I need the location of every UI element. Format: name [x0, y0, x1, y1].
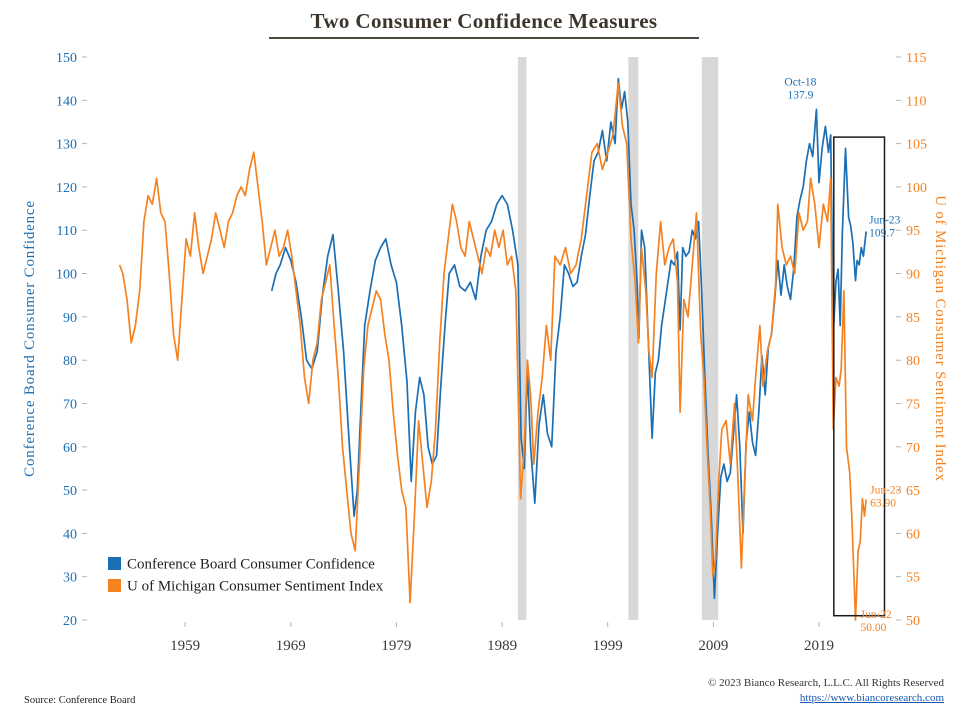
legend-swatch — [108, 579, 121, 592]
annotation-label: 109.7 — [869, 228, 895, 240]
right-axis-tick-label: 70 — [906, 441, 920, 456]
bianco-research-link[interactable]: https://www.biancoresearch.com — [799, 692, 944, 705]
left-axis-tick-label: 150 — [56, 51, 77, 66]
right-axis-tick-label: 105 — [906, 138, 927, 153]
annotation-label: 63.90 — [870, 498, 896, 510]
left-axis-tick-label: 120 — [56, 181, 77, 196]
left-axis-tick-label: 70 — [63, 398, 77, 413]
right-axis-tick-label: 90 — [906, 268, 920, 283]
left-axis-title: Conference Board Consumer Confidence — [22, 200, 38, 477]
x-axis-tick-label: 1969 — [276, 638, 306, 654]
left-axis-tick-label: 130 — [56, 138, 77, 153]
legend-swatch — [108, 557, 121, 570]
footer-right: © 2023 Bianco Research, L.L.C. All Right… — [708, 676, 944, 706]
cb-confidence-line — [270, 77, 867, 600]
x-axis-tick-label: 1959 — [170, 638, 200, 654]
x-axis-tick-label: 1989 — [487, 638, 517, 654]
annotation-label: 50.00 — [861, 622, 887, 634]
x-axis-tick-label: 1979 — [381, 638, 411, 654]
x-axis-tick-label: 2019 — [804, 638, 834, 654]
copyright-note: © 2023 Bianco Research, L.L.C. All Right… — [708, 677, 944, 690]
right-axis-tick-label: 110 — [906, 94, 926, 109]
left-axis-tick-label: 50 — [63, 484, 77, 499]
page: Two Consumer Confidence Measures Oct-18 1… — [0, 9, 968, 706]
consumer-confidence-chart: Oct-18137.9Jun-23109.7Jun-2363.90Jun-225… — [22, 51, 948, 654]
title-underline — [269, 37, 699, 39]
footer: Source: Conference Board © 2023 Bianco R… — [0, 676, 968, 706]
left-axis-tick-label: 90 — [63, 311, 77, 326]
left-axis-tick-label: 80 — [63, 354, 77, 369]
x-axis-tick-label: 1999 — [593, 638, 623, 654]
chart-title: Two Consumer Confidence Measures — [310, 9, 658, 33]
source-note: Source: Conference Board — [24, 695, 136, 706]
right-axis-tick-label: 55 — [906, 571, 920, 586]
left-axis-tick-label: 20 — [63, 614, 77, 629]
annotation-label: Jun-23 — [869, 215, 901, 227]
right-axis-tick-label: 50 — [906, 614, 920, 629]
right-axis-tick-label: 80 — [906, 354, 920, 369]
annotation-label: 137.9 — [787, 89, 813, 101]
chart-area: Oct-18 137.9 Jun-23 109.7 Jun-23 63.90 Jun-22 5… — [0, 45, 968, 670]
annotation-label: Oct-18 — [784, 76, 816, 88]
right-axis-tick-label: 100 — [906, 181, 927, 196]
recession-band — [517, 57, 527, 620]
right-axis-tick-label: 75 — [906, 398, 920, 413]
right-axis-tick-label: 60 — [906, 527, 920, 542]
left-axis-tick-label: 140 — [56, 94, 77, 109]
left-axis-tick-label: 60 — [63, 441, 77, 456]
right-axis-tick-label: 115 — [906, 51, 926, 66]
left-axis-tick-label: 40 — [63, 527, 77, 542]
x-axis-tick-label: 2009 — [698, 638, 728, 654]
right-axis-tick-label: 95 — [906, 224, 920, 239]
recession-band — [701, 57, 719, 620]
left-axis-tick-label: 110 — [57, 224, 77, 239]
left-axis-tick-label: 30 — [63, 571, 77, 586]
legend-label: U of Michigan Consumer Sentiment Index — [127, 579, 384, 595]
right-axis-tick-label: 85 — [906, 311, 920, 326]
um-sentiment-line — [118, 82, 867, 621]
legend-label: Conference Board Consumer Confidence — [127, 557, 375, 573]
right-axis-title: U of Michigan Consumer Sentiment Index — [932, 195, 948, 482]
annotation-label: Jun-23 — [870, 485, 902, 497]
annotation-label: Jun-22 — [861, 609, 893, 621]
left-axis-tick-label: 100 — [56, 268, 77, 283]
recession-band — [628, 57, 639, 620]
recent-period-highlight-box — [833, 136, 886, 617]
right-axis-tick-label: 65 — [906, 484, 920, 499]
